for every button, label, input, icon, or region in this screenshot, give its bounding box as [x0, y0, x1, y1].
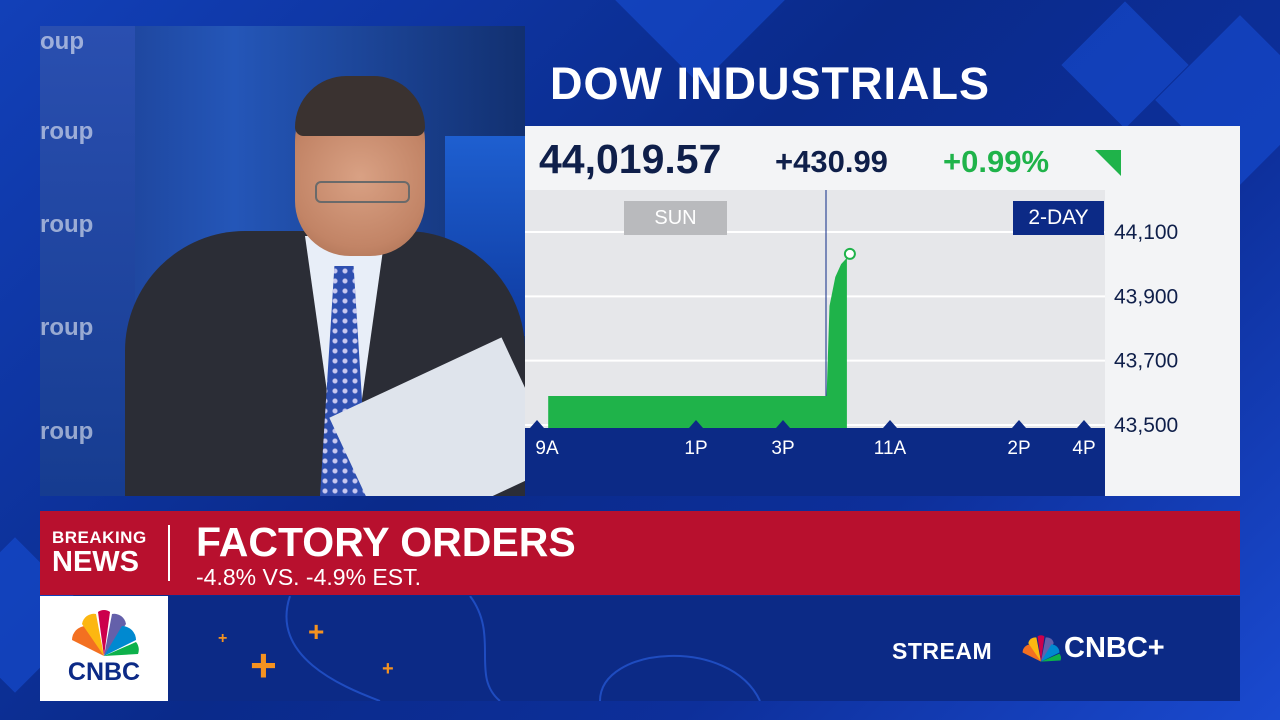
x-tick-mark	[689, 420, 703, 428]
up-arrow-icon	[1095, 150, 1121, 176]
x-tick-mark	[1077, 420, 1091, 428]
stream-label: STREAM	[892, 638, 993, 664]
x-tick-label: 9A	[535, 438, 559, 459]
y-tick-label: 43,500	[1114, 414, 1178, 437]
y-tick-label: 43,900	[1114, 285, 1178, 308]
plus-icon: +	[382, 658, 394, 680]
news-subline: -4.8% VS. -4.9% EST.	[196, 564, 421, 590]
wall-text: oup	[40, 28, 84, 55]
x-tick-label: 4P	[1072, 438, 1095, 459]
y-tick-label: 43,700	[1114, 350, 1178, 373]
quote-change-pct: +0.99%	[943, 144, 1050, 179]
quote-change: +430.99	[775, 144, 888, 179]
y-tick-label: 44,100	[1114, 221, 1178, 244]
x-tick-label: 3P	[771, 438, 794, 459]
wall-text: roup	[40, 211, 94, 238]
decorative-curves	[285, 596, 761, 701]
divider	[168, 525, 170, 581]
x-axis-band	[525, 428, 1105, 496]
day-label: SUN	[624, 201, 727, 235]
anchor-glasses	[315, 181, 410, 203]
chart-svg: 9A 1P 3P 11A 2P 4P 44,100 43,900 43,700 43,500	[525, 190, 1240, 496]
anchor-hair	[295, 76, 425, 136]
wall-text: roup	[40, 314, 94, 341]
quote-bar: 44,019.57 +430.99 +0.99%	[525, 126, 1240, 190]
x-tick-label: 11A	[874, 438, 907, 459]
x-tick-mark	[776, 420, 790, 428]
chart-area: 9A 1P 3P 11A 2P 4P 44,100 43,900 43,700 43,500 S…	[525, 190, 1240, 496]
last-point-marker	[843, 247, 856, 260]
wall-text: roup	[40, 118, 94, 145]
breaking-label: BREAKING	[52, 528, 147, 547]
studio-wall	[40, 26, 135, 496]
range-label[interactable]: 2-DAY	[1013, 201, 1104, 235]
news-label: NEWS	[52, 546, 139, 578]
x-tick-label: 2P	[1007, 438, 1030, 459]
peacock-icon	[1022, 635, 1062, 662]
x-tick-label: 1P	[684, 438, 707, 459]
bottom-bar: CNBC + + + + STREAM CNBC+	[40, 596, 1240, 701]
chart-title: DOW INDUSTRIALS	[550, 58, 990, 109]
stream-brand[interactable]: CNBC+	[1064, 632, 1165, 664]
wall-text: roup	[40, 418, 94, 445]
quote-price: 44,019.57	[539, 136, 722, 182]
cnbc-logo: CNBC	[40, 596, 168, 701]
x-tick-mark	[1012, 420, 1026, 428]
plus-icon: +	[250, 639, 277, 691]
plus-icon: +	[308, 616, 325, 647]
breaking-news-bar: BREAKING NEWS FACTORY ORDERS -4.8% VS. -…	[40, 511, 1240, 595]
plus-icon: +	[218, 630, 228, 647]
series-area	[548, 257, 847, 428]
x-tick-mark	[530, 420, 544, 428]
peacock-icon	[72, 610, 139, 656]
breaking-news-label: BREAKING NEWS	[52, 529, 147, 577]
x-tick-mark	[883, 420, 897, 428]
news-headline: FACTORY ORDERS	[196, 519, 576, 565]
video-feed: oup roup roup roup roup	[40, 26, 525, 496]
logo-text: CNBC	[67, 658, 141, 686]
